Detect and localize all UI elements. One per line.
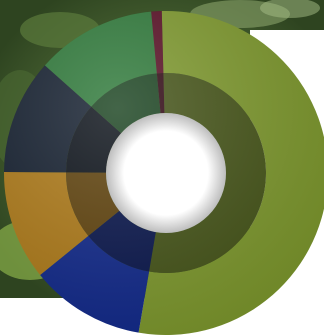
donut-hole [106, 113, 226, 233]
